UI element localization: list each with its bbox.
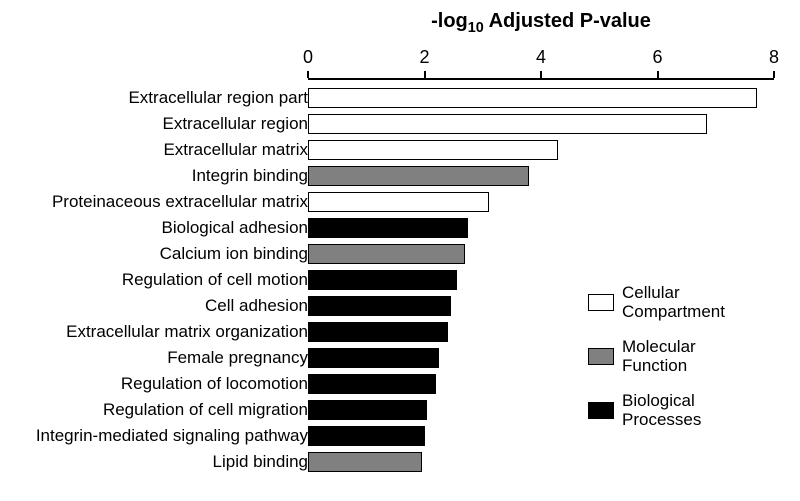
x-axis-tick [540,71,542,78]
bar-label: Extracellular matrix organization [66,322,308,342]
bar [308,192,489,212]
x-axis-tick-label: 2 [419,47,429,68]
legend-label: Cellular Compartment [622,284,725,321]
bar-label: Calcium ion binding [160,244,308,264]
bar-row: Calcium ion binding [0,241,800,267]
bar-row: Lipid binding [0,449,800,475]
bar-row: Proteinaceous extracellular matrix [0,189,800,215]
legend-swatch [588,294,614,311]
bar-label: Cell adhesion [205,296,308,316]
bar [308,114,707,134]
bar [308,374,436,394]
x-axis-tick [657,71,659,78]
bar-row: Extracellular region part [0,85,800,111]
x-axis-tick-label: 8 [769,47,779,68]
bar-label: Regulation of locomotion [121,374,308,394]
bar [308,244,465,264]
legend-label: Molecular Function [622,338,696,375]
x-axis-tick-label: 0 [303,47,313,68]
bar-label: Extracellular matrix [163,140,308,160]
legend-swatch [588,402,614,419]
x-axis-tick [424,71,426,78]
x-axis-tick [307,71,309,78]
bar-label: Female pregnancy [167,348,308,368]
bar-row: Extracellular region [0,111,800,137]
bar-label: Regulation of cell migration [103,400,308,420]
bar [308,452,422,472]
bar-label: Lipid binding [213,452,308,472]
bar [308,270,457,290]
legend-item: Molecular Function [588,338,696,375]
go-enrichment-bar-chart: -log10 Adjusted P-value 0 2 4 6 8 Extracellu… [0,0,800,501]
bar [308,88,757,108]
legend-item: Biological Processes [588,392,701,429]
x-axis-tick [773,71,775,78]
bar [308,348,439,368]
x-axis-tick-label: 6 [652,47,662,68]
legend-item: Cellular Compartment [588,284,725,321]
bar [308,322,448,342]
bar [308,296,451,316]
bar [308,218,468,238]
bar-row: Extracellular matrix [0,137,800,163]
x-axis-tick-label: 4 [536,47,546,68]
bar-label: Integrin binding [192,166,308,186]
x-axis-line [308,78,774,80]
bar [308,166,529,186]
bar-label: Regulation of cell motion [122,270,308,290]
bar [308,140,558,160]
bar [308,426,425,446]
x-axis-title: -log10 Adjusted P-value [308,10,774,33]
bar-label: Extracellular region part [128,88,308,108]
bar [308,400,427,420]
bar-label: Biological adhesion [162,218,309,238]
bar-label: Extracellular region [162,114,308,134]
bar-label: Integrin-mediated signaling pathway [36,426,308,446]
bar-row: Biological adhesion [0,215,800,241]
bar-row: Integrin binding [0,163,800,189]
legend-label: Biological Processes [622,392,701,429]
bar-label: Proteinaceous extracellular matrix [52,192,308,212]
legend-swatch [588,348,614,365]
